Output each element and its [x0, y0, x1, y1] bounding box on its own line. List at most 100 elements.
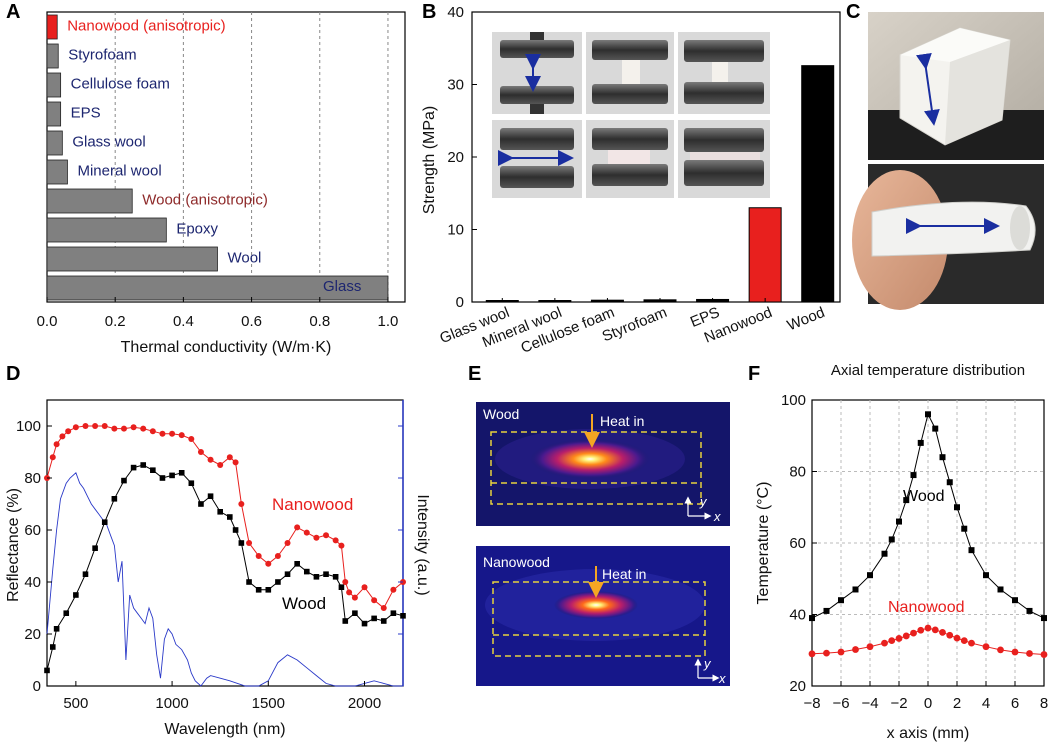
data-point: [101, 423, 108, 429]
panel-b-ylabel: Strength (MPa): [421, 106, 438, 214]
thermal-nanowood-y-axis: y: [703, 656, 712, 671]
data-point: [313, 534, 320, 541]
data-point: [313, 574, 320, 580]
data-point: [140, 425, 147, 432]
tick-label: −8: [803, 695, 820, 712]
bar: [46, 217, 167, 243]
tick-label: 1.0: [378, 313, 399, 330]
panel-d-ylabel-right: Intensity (a.u.): [414, 494, 431, 595]
tick-label: 0: [924, 695, 932, 712]
data-point: [982, 643, 990, 651]
bar-label: Nanowood (anisotropic): [67, 18, 225, 35]
data-point: [111, 425, 118, 432]
panel-f-annotation-nanowood: Nanowood: [888, 599, 965, 616]
series-line-spectrum: [46, 472, 403, 687]
data-point: [968, 639, 975, 647]
tick-label: 0.0: [37, 313, 58, 330]
data-point: [111, 496, 118, 502]
data-point: [838, 597, 844, 604]
data-point: [150, 467, 156, 473]
data-point: [983, 572, 989, 579]
data-point: [232, 527, 239, 533]
data-point: [275, 579, 281, 585]
data-point: [380, 605, 387, 611]
panel-a-xlabel: Thermal conductivity (W/m·K): [121, 339, 332, 356]
bar: [46, 43, 59, 69]
data-point: [1040, 651, 1048, 658]
panel-d-chart: 500 1000 1500 2000 0 20 40 60 80 100 Wavelength (…: [5, 399, 431, 738]
data-point: [371, 615, 377, 622]
tick-label: 6: [1011, 695, 1019, 712]
data-point: [188, 480, 195, 486]
data-point: [332, 537, 339, 544]
tick-label: 0.2: [105, 313, 126, 330]
data-point: [1026, 607, 1033, 614]
tick-label: 2: [953, 695, 961, 712]
panel-d-annotation-nanowood: Nanowood: [272, 495, 353, 514]
data-point: [939, 628, 946, 636]
data-point: [101, 519, 108, 525]
tick-label: 80: [789, 464, 806, 481]
tick-label: −2: [890, 695, 907, 712]
tick-label: 0: [456, 294, 464, 311]
bar-label: EPS: [71, 105, 101, 122]
data-point: [351, 594, 358, 601]
tick-label: 1500: [252, 695, 285, 712]
data-point: [997, 586, 1004, 593]
data-point: [159, 430, 166, 437]
data-point: [207, 456, 214, 463]
panel-label-b: B: [422, 1, 436, 23]
data-point: [342, 579, 349, 585]
data-point: [82, 423, 89, 429]
data-point: [931, 626, 939, 634]
category-label: Wood: [785, 304, 827, 334]
photo-eps-axial: [678, 32, 770, 114]
panel-label-f: F: [748, 363, 760, 385]
data-point: [346, 589, 353, 596]
data-point: [997, 646, 1004, 654]
tick-label: 60: [24, 522, 41, 539]
data-point: [274, 553, 281, 559]
data-point: [939, 454, 946, 461]
bar-label: Wood (anisotropic): [142, 192, 268, 209]
data-point: [72, 424, 79, 431]
bar-label: Glass wool: [72, 134, 145, 151]
thermal-images: Wood Heat in y x Nanowood Heat in y x: [476, 402, 730, 686]
data-point: [946, 631, 954, 639]
data-point: [159, 475, 166, 481]
panel-f-chart: −8 −6 −4 −2 0 2 4 6 8 20 40 60 80 100 Axial temperatu…: [755, 362, 1048, 742]
data-point: [954, 504, 960, 511]
panel-d-ylabel: Reflectance (%): [5, 488, 22, 602]
data-point: [903, 497, 910, 504]
bar: [46, 159, 68, 185]
data-point: [352, 610, 358, 616]
data-point: [895, 635, 903, 642]
data-point: [294, 524, 301, 531]
thermal-nanowood-heat-label: Heat in: [602, 566, 646, 582]
data-point: [246, 540, 253, 546]
data-point: [284, 571, 291, 577]
panel-a-ticks: 0.0 0.2 0.4 0.6 0.8 1.0: [37, 297, 399, 330]
tick-label: −4: [861, 695, 878, 712]
panel-f-series: [808, 411, 1048, 658]
data-point: [226, 454, 233, 461]
data-point: [808, 650, 816, 658]
data-point: [246, 579, 252, 585]
bar-label: Cellulose foam: [71, 76, 170, 93]
tick-label: 0: [33, 678, 41, 695]
data-point: [953, 634, 961, 642]
tick-label: 20: [24, 626, 41, 643]
data-point: [342, 618, 349, 624]
data-point: [323, 571, 329, 577]
panel-d-series: [44, 423, 406, 687]
panel-label-a: A: [6, 1, 20, 23]
tick-label: 40: [24, 574, 41, 591]
data-point: [888, 637, 896, 644]
data-point: [207, 493, 214, 499]
data-point: [925, 411, 931, 418]
panel-d-annotation-wood: Wood: [282, 594, 326, 613]
tick-label: 2000: [348, 695, 381, 712]
photo-nanowood-bent: [852, 164, 1044, 310]
panel-label-d: D: [6, 363, 20, 385]
data-point: [390, 586, 397, 593]
